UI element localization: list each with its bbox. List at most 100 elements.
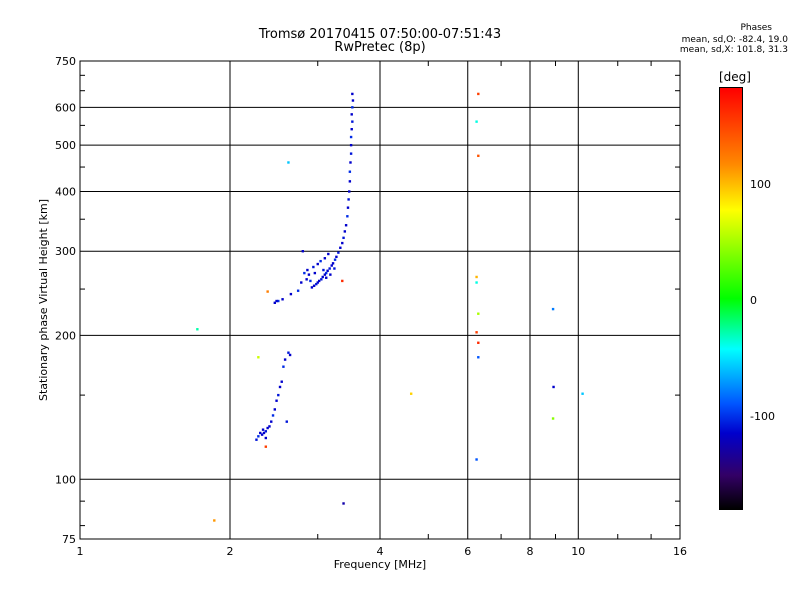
data-point	[307, 273, 311, 276]
data-point	[477, 312, 480, 315]
colorbar-tick-minus-100: -100	[750, 410, 775, 423]
data-point	[213, 519, 216, 522]
data-point	[268, 425, 271, 428]
data-point	[288, 353, 292, 357]
x-tick-label: 16	[673, 545, 687, 558]
data-point	[264, 436, 268, 440]
data-point	[409, 392, 413, 395]
data-point	[260, 433, 264, 436]
data-point	[333, 267, 336, 270]
data-point	[305, 278, 308, 281]
data-point	[300, 281, 303, 284]
data-point	[266, 426, 269, 430]
data-point	[475, 331, 478, 334]
data-point	[281, 298, 284, 301]
data-point	[349, 143, 353, 147]
colorbar-tick-0: 0	[750, 294, 757, 307]
data-point	[280, 380, 283, 383]
phases-title: Phases	[740, 23, 772, 33]
data-point	[325, 271, 328, 275]
data-point	[341, 241, 344, 245]
y-tick-label: 500	[55, 139, 76, 152]
data-point	[351, 106, 354, 109]
y-tick-label: 300	[55, 245, 76, 258]
data-point	[313, 271, 317, 275]
data-point	[327, 252, 330, 256]
y-tick-label: 750	[55, 55, 76, 68]
data-point	[320, 278, 323, 281]
data-point	[552, 385, 555, 389]
colorbar-label: [deg]	[719, 70, 751, 84]
data-point	[330, 264, 333, 267]
data-point	[261, 428, 265, 431]
data-point	[475, 275, 478, 279]
data-point	[475, 458, 478, 461]
data-point	[477, 154, 480, 158]
data-point	[275, 299, 278, 303]
x-tick-label: 6	[464, 545, 471, 558]
y-tick-label: 200	[55, 329, 76, 342]
data-point	[296, 289, 300, 292]
data-point	[477, 92, 480, 96]
data-point	[342, 236, 345, 240]
data-point	[309, 279, 312, 283]
y-axis-label: Stationary phase Virtual Height [km]	[37, 199, 50, 401]
data-point	[329, 273, 332, 276]
chart-subtitle: RwPretec (8p)	[334, 40, 426, 55]
data-point	[347, 198, 350, 201]
data-point	[316, 262, 319, 266]
y-tick-label: 75	[62, 533, 76, 546]
data-point	[196, 328, 199, 331]
x-axis-label: Frequency [MHz]	[334, 558, 426, 571]
data-point	[475, 120, 478, 123]
data-point	[273, 301, 276, 304]
data-point	[322, 268, 325, 272]
data-point	[262, 431, 266, 435]
data-point	[289, 292, 293, 296]
data-point	[346, 206, 350, 209]
data-point	[339, 246, 342, 249]
data-point	[264, 430, 268, 433]
data-point	[551, 417, 555, 420]
data-point	[306, 268, 309, 272]
data-point	[349, 161, 352, 164]
data-point	[255, 438, 258, 441]
data-point	[349, 152, 353, 155]
data-point	[323, 273, 327, 276]
data-point	[333, 258, 337, 261]
x-tick-label: 1	[77, 545, 84, 558]
data-point	[477, 341, 480, 344]
data-point	[581, 392, 584, 395]
data-point	[351, 120, 354, 123]
data-point	[264, 445, 268, 448]
data-point	[475, 281, 478, 284]
phase-colorbar	[719, 87, 743, 510]
phases-o-stats: mean, sd,O: -82.4, 19.0	[681, 35, 788, 45]
data-point	[270, 420, 273, 423]
data-point	[287, 351, 290, 354]
data-point	[282, 365, 285, 368]
data-point	[303, 271, 306, 275]
data-point	[350, 127, 353, 131]
x-tick-label: 4	[377, 545, 384, 558]
data-point	[349, 135, 353, 139]
y-tick-label: 600	[55, 101, 76, 114]
y-tick-label: 400	[55, 185, 76, 198]
data-point	[287, 161, 290, 164]
data-point	[319, 259, 322, 263]
data-point	[317, 279, 321, 283]
data-point	[266, 290, 269, 293]
data-point	[275, 399, 278, 402]
data-point	[273, 408, 276, 411]
data-point	[325, 276, 328, 279]
data-point	[321, 275, 324, 279]
data-point	[346, 215, 349, 218]
data-point	[316, 281, 319, 284]
data-point	[350, 113, 353, 116]
data-point	[328, 267, 331, 270]
data-point	[344, 224, 348, 227]
colorbar-tick-100: 100	[750, 178, 771, 191]
data-point	[277, 299, 280, 303]
data-point	[351, 99, 355, 102]
data-point	[326, 269, 329, 272]
